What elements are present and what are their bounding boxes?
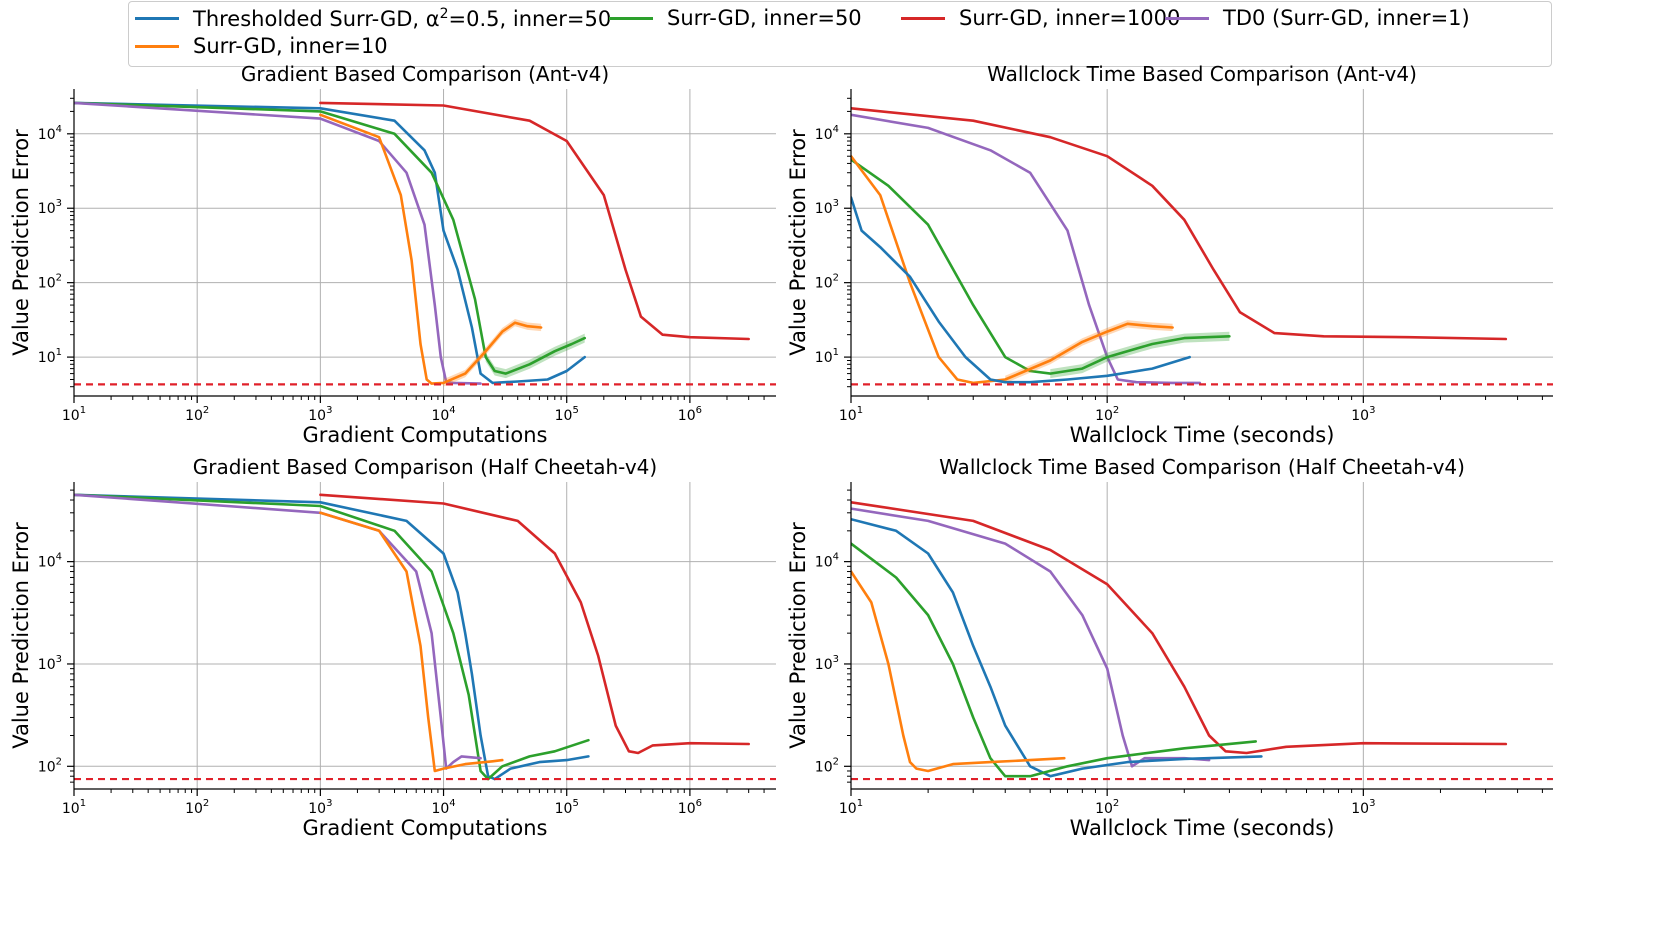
chart-wall-ant: 101 102 103 101 102 103 104 Wallclock Time Base…: [786, 62, 1553, 447]
x-tick-label: 102: [1095, 405, 1119, 424]
y-tick-label: 102: [38, 756, 62, 775]
x-tick-label: 102: [185, 405, 209, 424]
y-tick-label: 104: [815, 124, 839, 143]
y-tick-label: 101: [38, 347, 62, 366]
legend-swatch-thresh: [135, 17, 179, 20]
chart-title: Gradient Based Comparison (Ant-v4): [241, 62, 609, 86]
legend-label-main: Thresholded Surr-GD, α: [193, 7, 440, 31]
series-line-thresh: [851, 196, 1191, 384]
x-tick-label: 101: [62, 798, 86, 817]
legend-label-in1000: Surr-GD, inner=1000: [959, 6, 1181, 30]
x-tick-label: 101: [839, 798, 863, 817]
x-axis-label: Wallclock Time (seconds): [1070, 816, 1335, 840]
chart-grad-hc: 101 102 103 104 105 106 102 103 104 Gradient Base…: [9, 455, 776, 840]
x-tick-label: 104: [431, 798, 455, 817]
plot-area: [74, 89, 776, 396]
series-group: [74, 493, 750, 781]
plot-area: [74, 482, 776, 789]
x-tick-label: 103: [1351, 798, 1375, 817]
y-tick-label: 103: [38, 654, 62, 673]
y-tick-label: 102: [815, 273, 839, 292]
legend-item-thresh: Thresholded Surr-GD, α2=0.5, inner=50: [135, 6, 611, 31]
y-tick-label: 102: [815, 756, 839, 775]
x-tick-label: 103: [1351, 405, 1375, 424]
legend-item-td0: TD0 (Surr-GD, inner=1): [1165, 6, 1470, 30]
series-line-td0: [851, 507, 1211, 768]
y-tick-label: 104: [38, 552, 62, 571]
series-line-thresh: [74, 101, 586, 385]
series-line-td0: [851, 113, 1202, 385]
legend-item-in10: Surr-GD, inner=10: [135, 34, 388, 58]
y-tick-label: 103: [38, 198, 62, 217]
series-line-in50: [851, 542, 1257, 778]
y-tick-label: 103: [815, 198, 839, 217]
chart-title: Gradient Based Comparison (Half Cheetah-…: [193, 455, 657, 479]
legend-label-td0: TD0 (Surr-GD, inner=1): [1223, 6, 1470, 30]
legend-item-in1000: Surr-GD, inner=1000: [901, 6, 1180, 30]
x-tick-label: 104: [431, 405, 455, 424]
series-line-in10: [319, 511, 504, 773]
x-tick-label: 103: [308, 798, 332, 817]
x-tick-label: 105: [555, 798, 579, 817]
series-group: [851, 107, 1508, 385]
legend-swatch-in10: [135, 44, 179, 48]
legend-item-in50: Surr-GD, inner=50: [609, 6, 862, 30]
y-tick-label: 103: [815, 654, 839, 673]
legend-swatch-td0: [1165, 16, 1209, 20]
series-line-in1000: [851, 501, 1508, 755]
series-line-in10: [319, 113, 543, 385]
series-band-in50: [1050, 331, 1230, 379]
series-line-in50: [851, 158, 1231, 375]
y-tick-label: 102: [38, 273, 62, 292]
y-axis-label: Value Prediction Error: [786, 129, 810, 356]
x-tick-label: 105: [555, 405, 579, 424]
legend-swatch-in50: [609, 16, 653, 20]
series-line-in10: [851, 154, 1174, 385]
x-axis-label: Gradient Computations: [303, 816, 548, 840]
chart-title: Wallclock Time Based Comparison (Ant-v4): [987, 62, 1417, 86]
x-tick-label: 101: [62, 405, 86, 424]
x-tick-label: 106: [678, 405, 702, 424]
legend-label-sup: 2: [439, 6, 449, 22]
series-group: [74, 101, 750, 387]
x-tick-label: 106: [678, 798, 702, 817]
y-axis-label: Value Prediction Error: [9, 129, 33, 356]
y-axis-label: Value Prediction Error: [786, 522, 810, 749]
series-line-in1000: [319, 493, 750, 755]
series-band-in50: [485, 333, 585, 379]
x-axis-label: Gradient Computations: [303, 423, 548, 447]
y-tick-label: 101: [815, 347, 839, 366]
x-tick-label: 102: [185, 798, 209, 817]
legend-label-in10: Surr-GD, inner=10: [193, 34, 388, 58]
series-line-in1000: [851, 107, 1508, 341]
chart-grad-ant: 101 102 103 104 105 106 101 102 103 104 Gradient B…: [9, 62, 776, 447]
series-group: [851, 501, 1508, 778]
series-line-td0: [74, 101, 482, 385]
series-line-in1000: [319, 101, 750, 341]
y-tick-label: 104: [38, 124, 62, 143]
x-axis-label: Wallclock Time (seconds): [1070, 423, 1335, 447]
chart-wall-hc: 101 102 103 102 103 104 Wallclock Time Based C…: [786, 455, 1553, 840]
x-tick-label: 101: [839, 405, 863, 424]
y-tick-label: 104: [815, 552, 839, 571]
series-line-thresh: [74, 493, 590, 781]
legend-label-tail: =0.5, inner=50: [448, 7, 612, 31]
series-line-thresh: [851, 517, 1263, 778]
legend-swatch-in1000: [901, 16, 945, 20]
chart-title: Wallclock Time Based Comparison (Half Ch…: [939, 455, 1465, 479]
x-tick-label: 103: [308, 405, 332, 424]
series-line-in50: [74, 493, 590, 781]
x-tick-label: 102: [1095, 798, 1119, 817]
series-line-in50: [74, 101, 586, 375]
chart-legend: Thresholded Surr-GD, α2=0.5, inner=50 Sur…: [128, 1, 1552, 67]
plot-area: [851, 89, 1553, 396]
legend-label-thresh: Thresholded Surr-GD, α2=0.5, inner=50: [193, 6, 611, 31]
legend-label-in50: Surr-GD, inner=50: [667, 6, 862, 30]
series-line-in10: [851, 570, 1066, 773]
y-axis-label: Value Prediction Error: [9, 522, 33, 749]
